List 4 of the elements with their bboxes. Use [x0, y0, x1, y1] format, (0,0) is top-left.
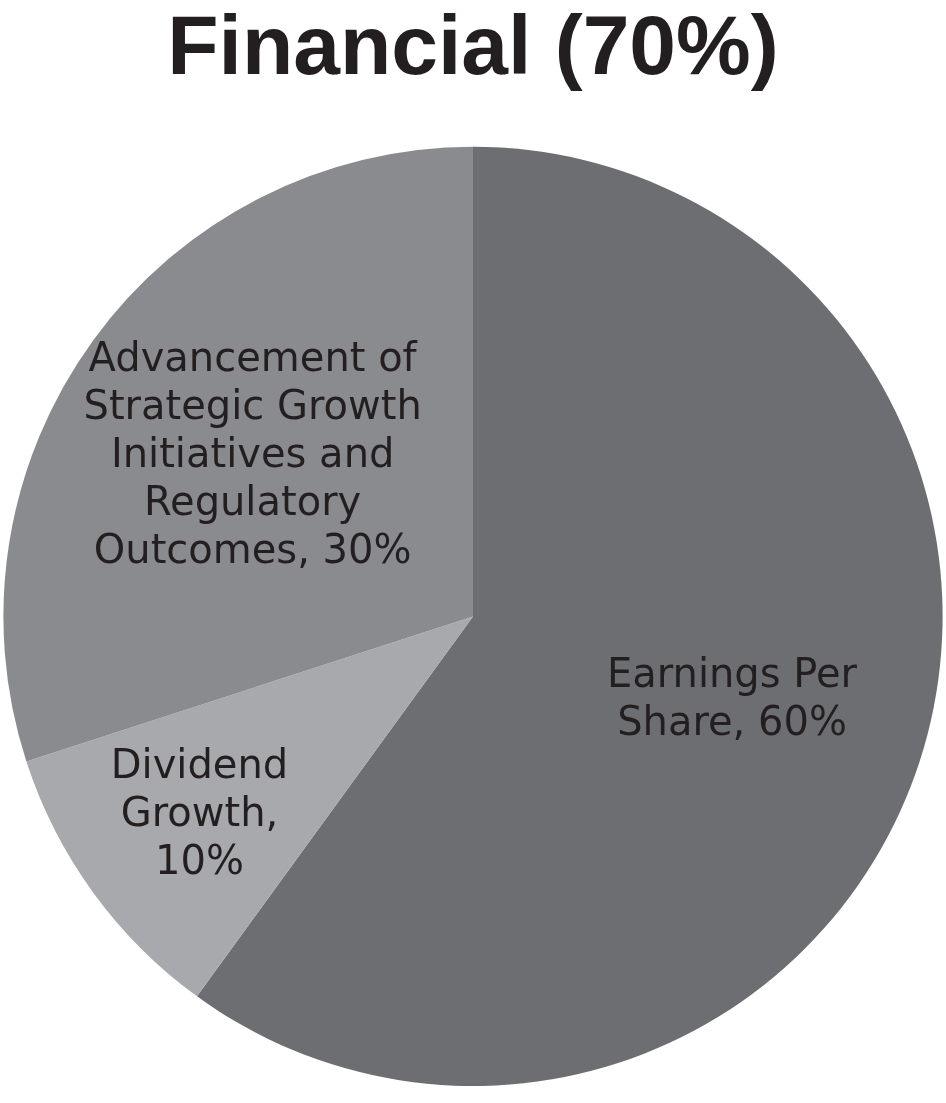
chart-title: Financial (70%): [167, 0, 779, 92]
slice-label: Dividend Growth, 10%: [110, 740, 289, 883]
slice-label: Earnings Per Share, 60%: [607, 649, 858, 744]
slice-label: Advancement of Strategic Growth Initiatives and Regulatory Outcomes, 30%: [83, 333, 422, 572]
